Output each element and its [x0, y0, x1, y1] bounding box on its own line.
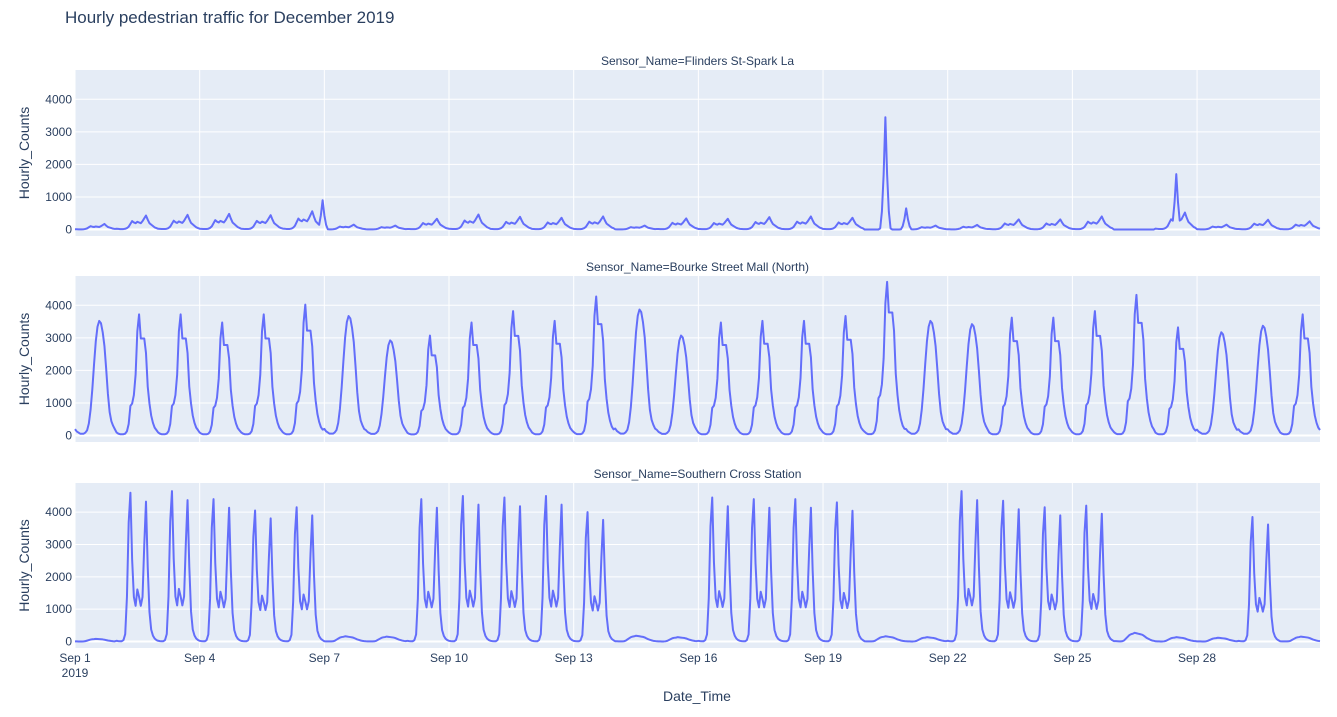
series-line — [74, 116, 1321, 231]
y-tick-label: 4000 — [45, 298, 72, 312]
x-tick-label: Sep 28 — [1178, 651, 1216, 665]
facet-panel-2: 0 1000 2000 3000 4000 Hourly_Counts Sensor_Nam… — [16, 260, 1321, 442]
chart-title: Hourly pedestrian traffic for December 2… — [65, 8, 394, 27]
facet-label: Sensor_Name=Flinders St-Spark La — [601, 54, 794, 68]
facet-panel-1: 0 1000 2000 3000 4000 Hourly_Counts Sensor_Nam… — [16, 54, 1321, 236]
x-tick-label: Sep 16 — [679, 651, 717, 665]
y-tick-label: 1000 — [45, 190, 72, 204]
x-tick-label: Sep 25 — [1053, 651, 1091, 665]
y-tick-label: 4000 — [45, 92, 72, 106]
series-line — [74, 280, 1321, 436]
y-tick-label: 3000 — [45, 331, 72, 345]
facet-label: Sensor_Name=Southern Cross Station — [594, 467, 802, 481]
y-tick-label: 2000 — [45, 157, 72, 171]
y-tick-label: 2000 — [45, 570, 72, 584]
y-tick-label: 0 — [65, 635, 72, 649]
y-tick-label: 1000 — [45, 396, 72, 410]
x-tick-label: Sep 10 — [430, 651, 468, 665]
x-tick-label: Sep 7 — [309, 651, 341, 665]
facet-label: Sensor_Name=Bourke Street Mall (North) — [586, 260, 809, 274]
plot-background — [75, 483, 1320, 648]
x-tick-label: Sep 4 — [184, 651, 216, 665]
y-axis-title: Hourly_Counts — [16, 107, 32, 200]
x-tick-year-label: 2019 — [62, 666, 89, 680]
y-tick-label: 4000 — [45, 505, 72, 519]
x-axis-title: Date_Time — [663, 688, 731, 704]
y-tick-label: 2000 — [45, 363, 72, 377]
plot-background — [75, 276, 1320, 442]
facet-panel-3: 0 1000 2000 3000 4000 Hourly_Counts Sensor_Nam… — [16, 467, 1321, 649]
y-tick-label: 1000 — [45, 602, 72, 616]
plot-background — [75, 70, 1320, 236]
y-tick-label: 0 — [65, 222, 72, 236]
x-tick-label: Sep 22 — [929, 651, 967, 665]
x-tick-label: Sep 13 — [555, 651, 593, 665]
y-tick-label: 3000 — [45, 125, 72, 139]
x-tick-label: Sep 1 — [59, 651, 91, 665]
y-tick-label: 0 — [65, 428, 72, 442]
y-axis-title: Hourly_Counts — [16, 313, 32, 406]
series-line — [74, 490, 1321, 643]
y-tick-label: 3000 — [45, 537, 72, 551]
y-axis-title: Hourly_Counts — [16, 519, 32, 612]
x-tick-label: Sep 19 — [804, 651, 842, 665]
